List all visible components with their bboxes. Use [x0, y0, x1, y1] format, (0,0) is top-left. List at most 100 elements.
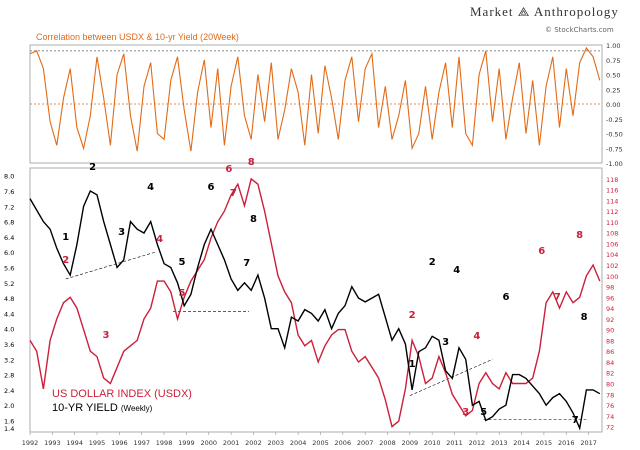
x-tick-label: 2007 — [357, 439, 374, 447]
wave-label-annotation: 7 — [230, 188, 237, 199]
right-y-tick-label: 84 — [606, 359, 614, 367]
wave-label-annotation: 3 — [442, 337, 449, 348]
bottom-panel-frame — [29, 167, 603, 433]
wave-label-annotation: 6 — [538, 246, 545, 257]
wave-label-annotation: 8 — [248, 157, 255, 168]
wave-label-annotation: 7 — [554, 292, 561, 303]
right-y-tick-label: 72 — [606, 424, 614, 432]
left-y-tick-label: 8.0 — [4, 173, 14, 181]
x-tick-label: 2003 — [268, 439, 285, 447]
x-tick-label: 2014 — [513, 439, 530, 447]
right-y-tick-label: 92 — [606, 316, 614, 324]
right-y-tick-label: 90 — [606, 327, 614, 335]
site-title: Market ⟁ Anthropology — [470, 4, 619, 19]
wave-label-annotation: 4 — [473, 331, 480, 342]
x-tick-label: 2006 — [335, 439, 352, 447]
x-tick-label: 1992 — [22, 439, 39, 447]
left-y-tick-label: 4.8 — [4, 295, 14, 303]
yield-series-line — [29, 190, 601, 431]
left-y-tick-label: 3.2 — [4, 356, 14, 364]
left-y-tick-label: 2.0 — [4, 402, 14, 410]
top-y-tick-label: 0.25 — [606, 86, 620, 94]
left-y-tick-label: 2.8 — [4, 372, 14, 380]
right-y-tick-label: 96 — [606, 294, 614, 302]
x-tick-label: 2016 — [558, 439, 575, 447]
source-credit: © StockCharts.com — [545, 26, 614, 34]
wave-label-annotation: 6 — [225, 164, 232, 175]
x-tick-label: 2012 — [469, 439, 486, 447]
wave-label-annotation: 1 — [409, 359, 416, 370]
wave-label-annotation: 6 — [208, 182, 215, 193]
top-y-tick-label: -0.25 — [606, 116, 623, 124]
right-y-tick-label: 86 — [606, 348, 614, 356]
usdx-series-line — [29, 177, 601, 428]
left-y-tick-label: 1.6 — [4, 418, 14, 426]
right-y-tick-label: 88 — [606, 337, 614, 345]
right-y-tick-label: 76 — [606, 402, 614, 410]
x-tick-label: 1995 — [89, 439, 106, 447]
top-y-tick-label: 0.75 — [606, 57, 620, 65]
top-y-tick-label: -0.75 — [606, 145, 623, 153]
left-y-tick-label: 5.2 — [4, 280, 14, 288]
wave-label-annotation: 7 — [572, 415, 579, 426]
right-y-tick-label: 108 — [606, 230, 618, 238]
correlation-series-line — [29, 46, 601, 152]
wave-label-annotation: 1 — [62, 232, 69, 243]
left-y-tick-label: 6.0 — [4, 249, 14, 257]
legend-usdx: US DOLLAR INDEX (USDX) — [52, 388, 192, 400]
wave-label-annotation: 5 — [480, 407, 487, 418]
x-tick-label: 2009 — [402, 439, 419, 447]
right-y-tick-label: 116 — [606, 187, 618, 195]
x-tick-label: 2017 — [580, 439, 597, 447]
x-tick-label: 2001 — [223, 439, 240, 447]
x-tick-label: 1998 — [156, 439, 173, 447]
wave-label-annotation: 4 — [147, 182, 154, 193]
wave-label-annotation: 2 — [409, 310, 416, 321]
right-y-tick-label: 78 — [606, 391, 614, 399]
right-y-tick-label: 104 — [606, 251, 618, 259]
right-y-tick-label: 80 — [606, 381, 614, 389]
x-tick-label: 2005 — [312, 439, 329, 447]
wave-label-annotation: 3 — [118, 227, 125, 238]
wave-label-annotation: 8 — [576, 230, 583, 241]
left-y-tick-label: 1.4 — [4, 425, 14, 433]
wave-label-annotation: 7 — [243, 258, 250, 269]
wave-label-annotation: 2 — [62, 255, 69, 266]
right-y-tick-label: 106 — [606, 240, 618, 248]
right-y-tick-label: 110 — [606, 219, 618, 227]
right-y-tick-label: 114 — [606, 197, 618, 205]
right-y-tick-label: 82 — [606, 370, 614, 378]
left-y-tick-label: 5.6 — [4, 264, 14, 272]
x-tick-label: 1997 — [133, 439, 150, 447]
right-y-tick-label: 118 — [606, 176, 618, 184]
x-tick-label: 2000 — [200, 439, 217, 447]
wave-label-annotation: 8 — [581, 312, 588, 323]
wave-label-annotation: 3 — [462, 407, 469, 418]
wave-label-annotation: 4 — [156, 234, 163, 245]
left-y-tick-label: 6.4 — [4, 234, 14, 242]
x-tick-label: 1999 — [178, 439, 195, 447]
x-tick-label: 1996 — [111, 439, 128, 447]
legend-yield: 10-YR YIELD (Weekly) — [52, 402, 153, 414]
x-tick-label: 2008 — [379, 439, 396, 447]
left-y-tick-label: 6.8 — [4, 219, 14, 227]
wave-label-annotation: 4 — [453, 265, 460, 276]
right-y-tick-label: 98 — [606, 284, 614, 292]
wave-label-annotation: 5 — [178, 257, 185, 268]
x-tick-label: 2013 — [491, 439, 508, 447]
top-y-tick-label: -0.50 — [606, 131, 623, 139]
x-tick-label: 2010 — [424, 439, 441, 447]
top-y-tick-label: 1.00 — [606, 42, 620, 50]
x-tick-label: 1994 — [66, 439, 83, 447]
left-y-tick-label: 3.6 — [4, 341, 14, 349]
left-y-tick-label: 2.4 — [4, 387, 14, 395]
right-y-tick-label: 94 — [606, 305, 614, 313]
x-tick-label: 1993 — [44, 439, 61, 447]
left-y-tick-label: 4.0 — [4, 326, 14, 334]
x-tick-label: 2004 — [290, 439, 307, 447]
wave-label-annotation: 5 — [178, 288, 185, 299]
top-panel-title: Correlation between USDX & 10-yr Yield (… — [36, 32, 239, 42]
x-tick-label: 2015 — [536, 439, 553, 447]
right-y-tick-label: 100 — [606, 273, 618, 281]
